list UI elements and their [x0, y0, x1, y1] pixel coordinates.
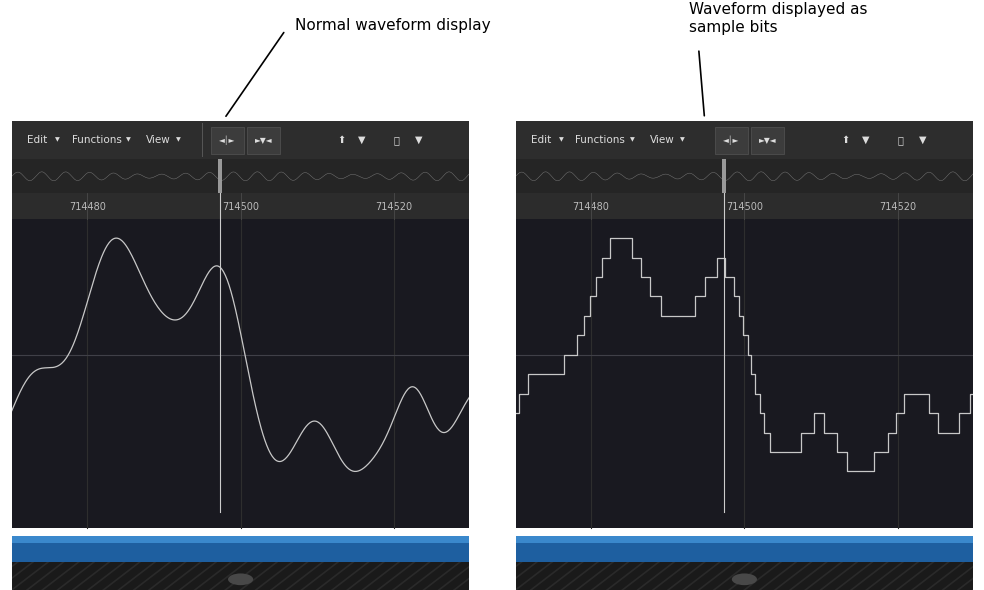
Bar — [516, 193, 973, 219]
Bar — [714, 127, 748, 154]
Ellipse shape — [732, 573, 757, 585]
Bar — [722, 159, 725, 193]
Text: Edit: Edit — [27, 135, 47, 145]
Text: Functions: Functions — [576, 135, 625, 145]
Text: 714500: 714500 — [726, 202, 763, 212]
Text: ▼: ▼ — [126, 137, 131, 143]
Bar — [516, 219, 973, 527]
Text: ►▼◄: ►▼◄ — [255, 136, 273, 145]
Text: ▼: ▼ — [55, 137, 60, 143]
Bar — [516, 536, 973, 562]
Text: ▼: ▼ — [415, 135, 423, 145]
Bar — [12, 536, 469, 543]
Bar — [247, 127, 280, 154]
Bar — [751, 127, 784, 154]
Bar — [12, 159, 469, 193]
Bar — [516, 159, 973, 193]
Text: Normal waveform display: Normal waveform display — [295, 18, 491, 33]
Bar — [12, 556, 469, 565]
Bar — [516, 562, 973, 590]
Text: 714500: 714500 — [222, 202, 259, 212]
Text: ⬆: ⬆ — [338, 135, 345, 145]
Text: ▼: ▼ — [559, 137, 564, 143]
Bar — [211, 127, 244, 154]
Text: View: View — [649, 135, 674, 145]
Text: ▼: ▼ — [862, 135, 870, 145]
Text: ✋: ✋ — [394, 135, 400, 145]
Text: 714520: 714520 — [879, 202, 916, 212]
Text: ▼: ▼ — [680, 137, 685, 143]
Text: ◄│►: ◄│► — [219, 136, 235, 145]
Text: ▼: ▼ — [919, 135, 927, 145]
Bar — [12, 193, 469, 219]
Text: 714480: 714480 — [69, 202, 105, 212]
Text: Edit: Edit — [530, 135, 551, 145]
Text: ▼: ▼ — [176, 137, 181, 143]
Text: ►▼◄: ►▼◄ — [759, 136, 776, 145]
Text: ✋: ✋ — [897, 135, 903, 145]
Text: View: View — [146, 135, 170, 145]
Bar — [516, 536, 973, 543]
Bar — [12, 121, 469, 159]
Text: Waveform displayed as
sample bits: Waveform displayed as sample bits — [689, 2, 867, 35]
Text: ◄│►: ◄│► — [723, 136, 739, 145]
Text: ▼: ▼ — [358, 135, 366, 145]
Bar — [218, 159, 221, 193]
Text: ⬆: ⬆ — [841, 135, 849, 145]
Text: Functions: Functions — [72, 135, 121, 145]
Bar — [516, 121, 973, 159]
Bar — [12, 219, 469, 527]
Bar — [12, 536, 469, 562]
Bar — [12, 562, 469, 590]
Bar — [516, 556, 973, 565]
Text: 714520: 714520 — [375, 202, 412, 212]
Ellipse shape — [228, 573, 253, 585]
Text: ▼: ▼ — [630, 137, 635, 143]
Text: 714480: 714480 — [573, 202, 609, 212]
